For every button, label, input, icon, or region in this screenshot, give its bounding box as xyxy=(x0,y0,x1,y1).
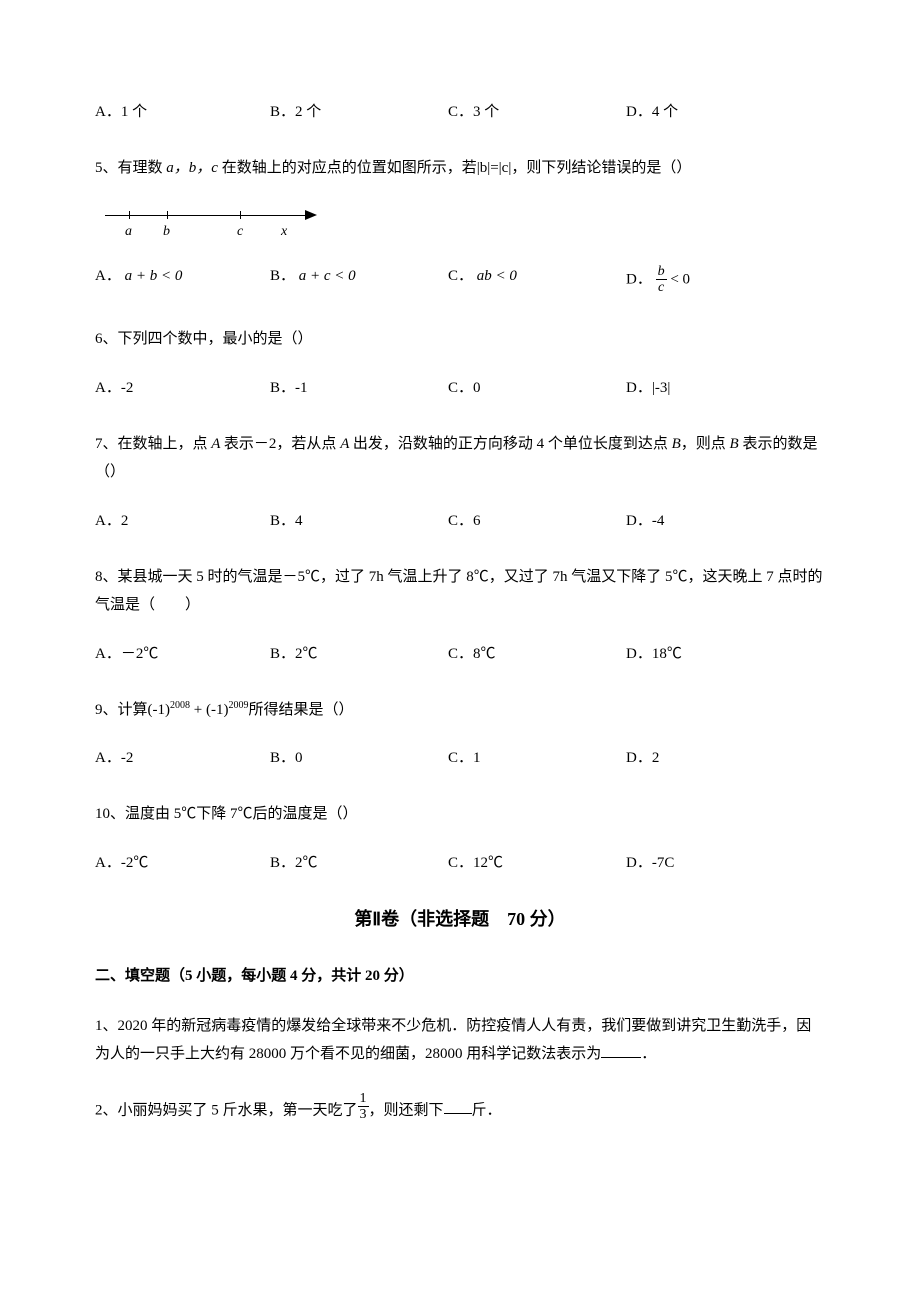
section2-sub: 二、填空题（5 小题，每小题 4 分，共计 20 分） xyxy=(95,964,825,988)
q5-options: A． a + b < 0 B． a + c < 0 C． ab < 0 D． b… xyxy=(95,264,825,296)
nl-tick-c xyxy=(240,211,241,219)
q5-text: 5、有理数 a，b，c 在数轴上的对应点的位置如图所示，若|b|=|c|，则下列… xyxy=(95,154,825,183)
q4-option-d: D．4 个 xyxy=(626,100,678,124)
q4-option-b: B．2 个 xyxy=(270,100,448,124)
q8-option-c: C．8℃ xyxy=(448,642,626,666)
q7-option-d: D．-4 xyxy=(626,509,664,533)
nl-label-b: b xyxy=(163,221,170,243)
q4-option-c: C．3 个 xyxy=(448,100,626,124)
q9-option-d: D．2 xyxy=(626,746,659,770)
q7-options: A．2 B．4 C．6 D．-4 xyxy=(95,509,825,533)
q8-option-b: B．2℃ xyxy=(270,642,448,666)
q6-option-b: B．-1 xyxy=(270,376,448,400)
q10-text: 10、温度由 5℃下降 7℃后的温度是（） xyxy=(95,800,825,829)
number-line-axis xyxy=(105,215,311,216)
section2-header: 第Ⅱ卷（非选择题 70 分） xyxy=(95,905,825,934)
q5-option-d: D． b c < 0 xyxy=(626,264,690,296)
nl-tick-a xyxy=(129,211,130,219)
q7-option-b: B．4 xyxy=(270,509,448,533)
number-line-arrow-icon xyxy=(305,210,317,220)
q6-option-c: C．0 xyxy=(448,376,626,400)
nl-tick-b xyxy=(167,211,168,219)
q6-options: A．-2 B．-1 C．0 D．|-3| xyxy=(95,376,825,400)
q8-option-a: A．－2℃ xyxy=(95,642,270,666)
q5-option-b: B． a + c < 0 xyxy=(270,264,448,296)
q7-option-a: A．2 xyxy=(95,509,270,533)
q9-option-a: A．-2 xyxy=(95,746,270,770)
q7-option-c: C．6 xyxy=(448,509,626,533)
q10-option-c: C．12℃ xyxy=(448,851,626,875)
q8-text: 8、某县城一天 5 时的气温是－5℃，过了 7h 气温上升了 8℃，又过了 7h… xyxy=(95,563,825,620)
q4-option-a: A．1 个 xyxy=(95,100,270,124)
q10-option-b: B．2℃ xyxy=(270,851,448,875)
q9-text: 9、计算(-1)2008 + (-1)2009所得结果是（） xyxy=(95,696,825,725)
fq1-blank xyxy=(601,1044,641,1058)
q9-option-b: B．0 xyxy=(270,746,448,770)
q5-option-a: A． a + b < 0 xyxy=(95,264,270,296)
fq1-text: 1、2020 年的新冠病毒疫情的爆发给全球带来不少危机．防控疫情人人有责，我们要… xyxy=(95,1012,825,1069)
fq2-blank xyxy=(444,1100,472,1114)
q6-option-d: D．|-3| xyxy=(626,376,670,400)
nl-label-x: x xyxy=(281,221,287,243)
q5-option-c: C． ab < 0 xyxy=(448,264,626,296)
q9-options: A．-2 B．0 C．1 D．2 xyxy=(95,746,825,770)
q6-text: 6、下列四个数中，最小的是（） xyxy=(95,325,825,354)
q8-options: A．－2℃ B．2℃ C．8℃ D．18℃ xyxy=(95,642,825,666)
q5-number-line: a b c x xyxy=(105,205,825,240)
q10-option-d: D．-7C xyxy=(626,851,674,875)
nl-label-a: a xyxy=(125,221,132,243)
q4-options: A．1 个 B．2 个 C．3 个 D．4 个 xyxy=(95,100,825,124)
fq2-text: 2、小丽妈妈买了 5 斤水果，第一天吃了13，则还剩下斤． xyxy=(95,1091,825,1125)
q8-option-d: D．18℃ xyxy=(626,642,682,666)
q7-text: 7、在数轴上，点 A 表示－2，若从点 A 出发，沿数轴的正方向移动 4 个单位… xyxy=(95,430,825,487)
q9-option-c: C．1 xyxy=(448,746,626,770)
q10-option-a: A．-2℃ xyxy=(95,851,270,875)
q10-options: A．-2℃ B．2℃ C．12℃ D．-7C xyxy=(95,851,825,875)
nl-label-c: c xyxy=(237,221,243,243)
q6-option-a: A．-2 xyxy=(95,376,270,400)
